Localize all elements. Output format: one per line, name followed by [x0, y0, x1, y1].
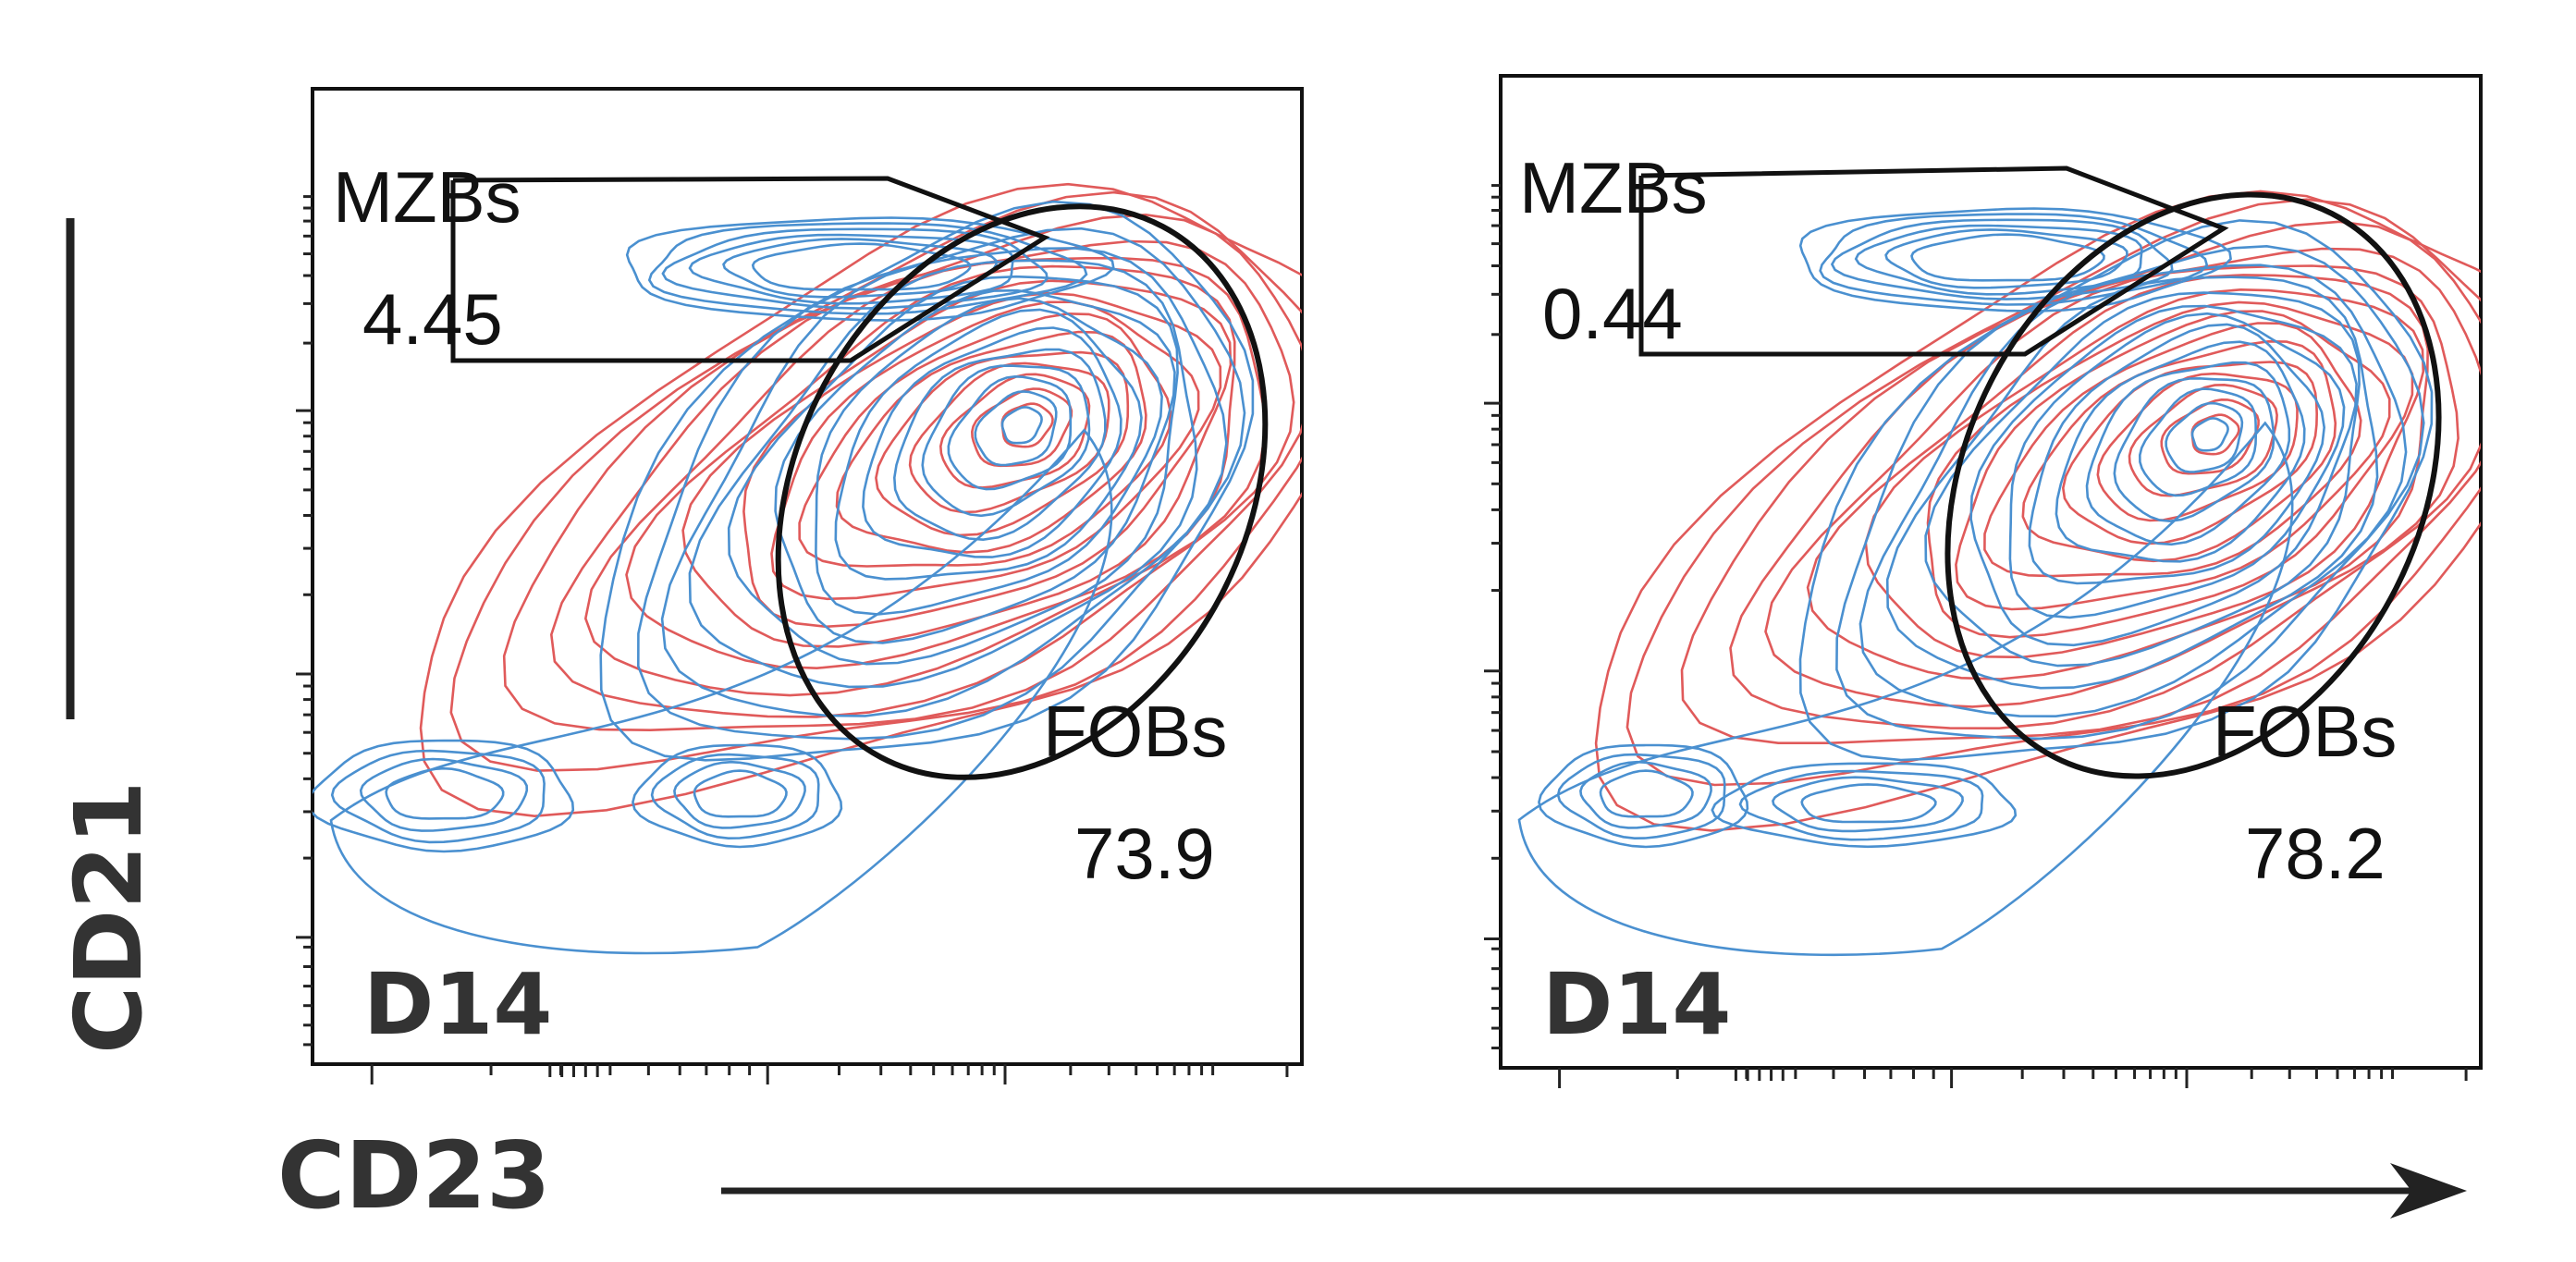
blue-contour-line [1798, 207, 2232, 312]
red-contour-line [1864, 288, 2425, 659]
blue-contour-line [647, 222, 1088, 315]
blue-contour-line [1517, 421, 2294, 957]
blue-contour-line [385, 766, 505, 820]
red-contour-line [449, 190, 1302, 772]
mzb-gate [1638, 165, 2229, 357]
plot-panel-1: MZBs 4.45 FOBs 73.9 D14 [296, 87, 1304, 1084]
blue-contour-line [1538, 743, 1749, 849]
blue-contour-line [599, 200, 1255, 762]
blue-contour-line [693, 769, 788, 818]
fob-gate [775, 203, 1269, 780]
sample-label: D14 [1542, 955, 1731, 1054]
blue-contour-line [359, 757, 529, 832]
blue-contour-line [2055, 340, 2306, 563]
red-contour-line [2061, 361, 2319, 545]
blue-contour-line [751, 242, 972, 291]
blue-contour-line [636, 227, 1246, 741]
blue-contour-line [650, 753, 820, 840]
blue-contour-line [774, 288, 1176, 644]
blue-contour-line [1885, 276, 2379, 690]
red-contour-line [2190, 413, 2240, 456]
mzb-gate-label: MZBs [1519, 147, 1708, 228]
blue-contour-line [688, 259, 1198, 689]
blue-contour-line [1579, 760, 1712, 829]
red-contour-line [1680, 220, 2481, 744]
blue-contour-line [1910, 233, 2105, 282]
blue-contour-line [661, 227, 1049, 310]
plot-panel-2: MZBs 0.44 FOBs 78.2 D14 [1484, 74, 2483, 1088]
blue-contour-line [313, 739, 575, 853]
mzb-gate-value: 0.44 [1542, 273, 1683, 354]
fob-gate-value: 73.9 [1074, 813, 1215, 894]
axis-ticks [1484, 184, 2468, 1088]
blue-contour-line [688, 233, 1014, 305]
red-contour-line [875, 350, 1130, 537]
blue-contour-line [2190, 417, 2229, 452]
blue-contour-line [1854, 224, 2143, 296]
blue-contour-line [1819, 213, 2209, 306]
blue-contour-line [1000, 406, 1043, 445]
blue-contour-line [727, 275, 1179, 666]
blue-contour-line [1738, 769, 1984, 841]
blue-contour-line [722, 238, 998, 299]
blue-contour-line [1800, 783, 1937, 824]
red-contour-line [1729, 247, 2481, 730]
fob-gate-label: FOBs [1043, 691, 1227, 772]
blue-contour-line [1798, 219, 2434, 762]
blue-contour-line [921, 364, 1091, 518]
red-contour-line [1000, 402, 1054, 448]
red-contour-line [1926, 300, 2414, 639]
axis-ticks [296, 195, 1289, 1084]
red-contour-line [1625, 198, 2481, 787]
blue-contour-line [1830, 218, 2174, 300]
mzb-gate-value: 4.45 [362, 278, 503, 360]
mzb-gate [450, 176, 1050, 363]
blue-contour-line [862, 326, 1122, 558]
blue-contour-line [625, 216, 1115, 322]
contour-layer [1517, 190, 2481, 957]
blue-contour-line [892, 348, 1107, 542]
blue-contour-line [330, 749, 546, 844]
blue-contour-line [2165, 401, 2244, 473]
red-contour-line [938, 373, 1091, 489]
x-axis-arrow-head [2390, 1163, 2467, 1219]
x-axis-title: CD23 [277, 1121, 551, 1230]
blue-contour-line [329, 428, 1113, 955]
red-contour-line [1594, 190, 2481, 832]
blue-contour-line [1711, 762, 2018, 849]
blue-contour-line [2085, 361, 2291, 546]
blue-contour-line [632, 743, 843, 849]
blue-contour-line [1969, 304, 2358, 647]
blue-contour-line [1924, 291, 2361, 668]
red-contour-line [681, 279, 1233, 648]
y-axis-title: CD21 [55, 780, 163, 1054]
blue-contour-line [1599, 769, 1694, 818]
fob-gate-value: 78.2 [2245, 813, 2386, 894]
blue-contour-line [1772, 776, 1964, 833]
blue-contour-line [2113, 376, 2275, 523]
red-contour-line [770, 300, 1200, 601]
red-contour-line [502, 213, 1302, 732]
blue-contour-line [834, 308, 1143, 581]
red-contour-line [798, 312, 1172, 568]
red-contour-line [2160, 398, 2260, 475]
blue-contour-line [2028, 323, 2326, 585]
red-contour-line [2021, 339, 2337, 563]
red-contour-line [2128, 383, 2278, 497]
blue-contour-line [673, 760, 806, 829]
fob-gate [1944, 191, 2442, 779]
red-contour-line [419, 182, 1302, 818]
contour-layer [313, 182, 1302, 955]
blue-contour-line [2008, 312, 2346, 619]
red-contour-line [908, 361, 1110, 514]
red-contour-line [970, 387, 1073, 468]
sample-label: D14 [363, 955, 552, 1054]
blue-contour-line [974, 390, 1058, 467]
fob-gate-label: FOBs [2213, 691, 2397, 772]
mzb-gate-label: MZBs [333, 156, 521, 238]
blue-contour-line [2138, 387, 2257, 497]
